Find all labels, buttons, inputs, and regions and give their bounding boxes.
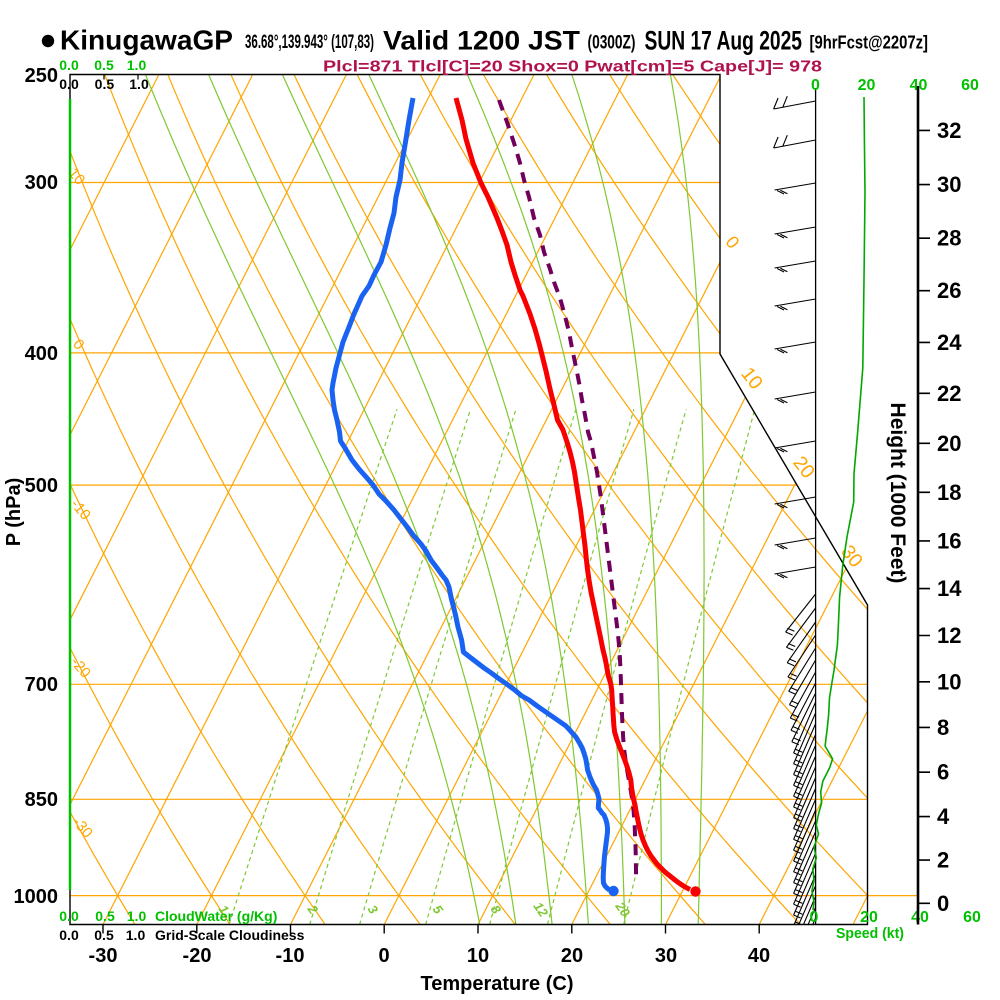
svg-text:60: 60 (963, 909, 981, 926)
svg-text:28: 28 (937, 226, 961, 251)
svg-text:(0300Z): (0300Z) (588, 32, 636, 54)
svg-text:250: 250 (25, 65, 58, 87)
svg-text:0.0: 0.0 (59, 57, 79, 73)
svg-text:0: 0 (378, 945, 389, 967)
svg-text:16: 16 (937, 528, 961, 553)
svg-text:700: 700 (25, 674, 58, 696)
svg-text:20: 20 (858, 77, 876, 94)
svg-text:400: 400 (25, 343, 58, 365)
svg-text:6: 6 (937, 760, 949, 785)
svg-text:30: 30 (937, 172, 961, 197)
svg-text:0: 0 (937, 891, 949, 916)
svg-text:300: 300 (25, 172, 58, 194)
svg-text:-30: -30 (89, 945, 118, 967)
svg-text:18: 18 (937, 480, 961, 505)
svg-text:22: 22 (937, 381, 961, 406)
svg-text:Height (1000 Feet): Height (1000 Feet) (886, 403, 909, 584)
svg-text:-10: -10 (276, 945, 305, 967)
svg-text:8: 8 (937, 715, 949, 740)
svg-text:1.0: 1.0 (127, 57, 147, 73)
svg-text:0.5: 0.5 (94, 927, 114, 943)
svg-text:Temperature (C): Temperature (C) (421, 973, 574, 995)
svg-text:20: 20 (561, 945, 583, 967)
svg-text:1.0: 1.0 (126, 927, 146, 943)
svg-text:Plcl=871 Tlcl[C]=20 Shox=0 Pwa: Plcl=871 Tlcl[C]=20 Shox=0 Pwat[cm]=5 Ca… (323, 59, 822, 76)
svg-text:10: 10 (937, 669, 961, 694)
svg-text:0: 0 (811, 77, 820, 94)
svg-text:0: 0 (810, 909, 819, 926)
svg-text:30: 30 (655, 945, 677, 967)
svg-text:500: 500 (25, 475, 58, 497)
svg-text:20: 20 (860, 909, 878, 926)
svg-text:40: 40 (910, 77, 928, 94)
svg-text:24: 24 (937, 330, 962, 355)
svg-text:0.5: 0.5 (95, 908, 115, 924)
svg-text:2: 2 (937, 848, 949, 873)
svg-text:[9hrFcst@2207z]: [9hrFcst@2207z] (810, 32, 929, 53)
svg-text:14: 14 (937, 576, 962, 601)
svg-text:1.0: 1.0 (127, 908, 147, 924)
svg-text:0.5: 0.5 (95, 76, 115, 92)
svg-text:0.5: 0.5 (94, 57, 114, 73)
svg-text:26: 26 (937, 278, 961, 303)
svg-text:0.0: 0.0 (59, 927, 79, 943)
svg-text:SUN 17 Aug 2025: SUN 17 Aug 2025 (645, 26, 803, 56)
svg-text:32: 32 (937, 118, 961, 143)
svg-text:Valid 1200 JST: Valid 1200 JST (383, 26, 581, 56)
svg-text:1000: 1000 (14, 886, 59, 908)
svg-text:40: 40 (911, 909, 929, 926)
svg-text:P (hPa): P (hPa) (3, 478, 25, 547)
svg-text:36.68°,139.943° (107,83): 36.68°,139.943° (107,83) (245, 32, 374, 53)
svg-text:20: 20 (937, 431, 961, 456)
svg-text:10: 10 (467, 945, 489, 967)
svg-text:4: 4 (937, 804, 950, 829)
svg-text:60: 60 (961, 77, 979, 94)
svg-text:-20: -20 (183, 945, 212, 967)
svg-text:Grid-Scale Cloudiness: Grid-Scale Cloudiness (155, 927, 305, 943)
svg-text:850: 850 (25, 789, 58, 811)
svg-text:Speed (kt): Speed (kt) (836, 925, 904, 942)
svg-text:KinugawaGP: KinugawaGP (60, 25, 233, 56)
svg-text:0.0: 0.0 (59, 908, 79, 924)
svg-text:CloudWater (g/Kg): CloudWater (g/Kg) (155, 908, 277, 924)
svg-text:40: 40 (748, 945, 770, 967)
svg-text:1.0: 1.0 (129, 76, 149, 92)
svg-text:12: 12 (937, 623, 961, 648)
svg-text:0.0: 0.0 (59, 76, 79, 92)
